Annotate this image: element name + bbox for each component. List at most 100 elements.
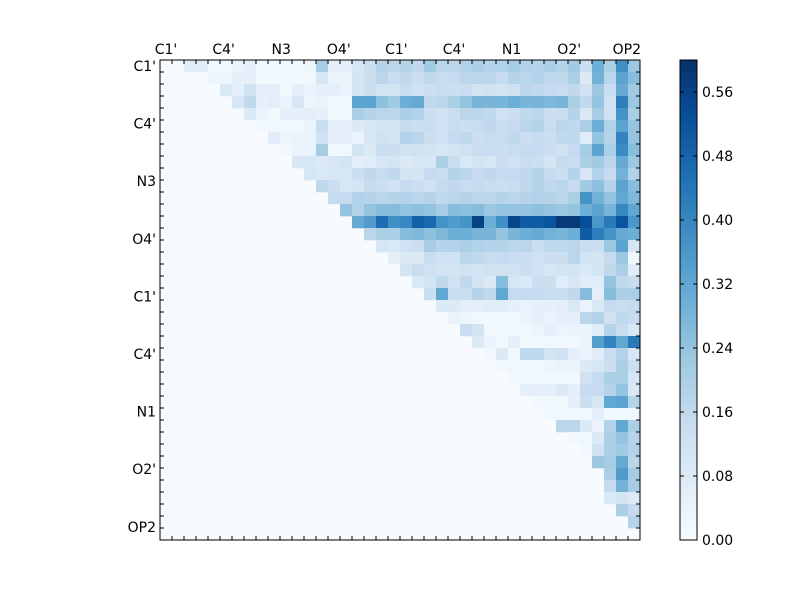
heatmap-cell (532, 96, 545, 109)
heatmap-cell (616, 264, 629, 277)
heatmap-cell (544, 276, 557, 289)
heatmap-cell (388, 120, 401, 133)
heatmap-cell (388, 240, 401, 253)
heatmap-cell (508, 372, 521, 385)
heatmap-cell (604, 492, 617, 505)
heatmap-cell (556, 168, 569, 181)
heatmap-cell (496, 264, 509, 277)
heatmap-cell (448, 60, 461, 73)
heatmap-cell (388, 132, 401, 145)
heatmap-cell (304, 96, 317, 109)
heatmap-cell (496, 348, 509, 361)
colorbar-tick-label: 0.08 (702, 469, 733, 485)
heatmap-cell (604, 384, 617, 397)
heatmap-cell (556, 108, 569, 121)
heatmap-cell (316, 144, 329, 157)
heatmap-cell (628, 348, 641, 361)
heatmap-cell (400, 264, 413, 277)
heatmap-cell (304, 168, 317, 181)
heatmap-cell (472, 276, 485, 289)
heatmap-cell (520, 96, 533, 109)
heatmap-cell (328, 96, 341, 109)
heatmap-cell (484, 168, 497, 181)
heatmap-cell (616, 204, 629, 217)
heatmap-cell (556, 312, 569, 325)
heatmap-cell (616, 192, 629, 205)
heatmap-cell (304, 60, 317, 73)
heatmap-cell (460, 264, 473, 277)
heatmap-cell (220, 72, 233, 85)
heatmap-cell (556, 396, 569, 409)
heatmap-cell (376, 108, 389, 121)
heatmap-cell (412, 192, 425, 205)
heatmap-cell (628, 168, 641, 181)
heatmap-cell (580, 336, 593, 349)
heatmap-cell (484, 228, 497, 241)
heatmap-cell (256, 96, 269, 109)
heatmap-cell (508, 156, 521, 169)
heatmap-cell (592, 204, 605, 217)
heatmap-cell (568, 240, 581, 253)
heatmap-cell (592, 84, 605, 97)
heatmap-cell (376, 120, 389, 133)
heatmap-cell (484, 72, 497, 85)
heatmap-cell (364, 192, 377, 205)
heatmap-cell (232, 60, 245, 73)
heatmap-cell (604, 468, 617, 481)
heatmap-cell (520, 204, 533, 217)
colorbar (680, 60, 697, 540)
heatmap-cell (340, 144, 353, 157)
heatmap-cell (568, 324, 581, 337)
heatmap-cell (556, 408, 569, 421)
heatmap-cell (328, 60, 341, 73)
heatmap-cell (556, 324, 569, 337)
heatmap-cell (520, 300, 533, 313)
heatmap-cell (592, 240, 605, 253)
heatmap-cell (352, 192, 365, 205)
heatmap-cell (232, 84, 245, 97)
heatmap-cell (520, 72, 533, 85)
heatmap-cell (496, 96, 509, 109)
heatmap-cell (292, 72, 305, 85)
heatmap-cell (508, 348, 521, 361)
heatmap-cell (244, 72, 257, 85)
y-tick-label: OP2 (128, 520, 156, 536)
heatmap-cell (412, 84, 425, 97)
heatmap-cell (496, 252, 509, 265)
x-tick-label: C1' (155, 42, 178, 58)
heatmap-cell (460, 228, 473, 241)
heatmap-cell (496, 180, 509, 193)
heatmap-cell (292, 120, 305, 133)
heatmap-cell (520, 372, 533, 385)
heatmap-cell (544, 228, 557, 241)
heatmap-cell (592, 396, 605, 409)
heatmap-cell (268, 84, 281, 97)
heatmap-cell (316, 120, 329, 133)
heatmap-cell (376, 144, 389, 157)
heatmap-cell (424, 108, 437, 121)
heatmap-cell (532, 72, 545, 85)
heatmap-cell (628, 360, 641, 373)
heatmap-cell (340, 84, 353, 97)
heatmap-cell (364, 204, 377, 217)
heatmap-cell (436, 288, 449, 301)
heatmap-cell (376, 204, 389, 217)
heatmap-cell (412, 168, 425, 181)
heatmap-cell (196, 60, 209, 73)
heatmap-cell (544, 336, 557, 349)
heatmap-cell (484, 60, 497, 73)
heatmap-cell (352, 132, 365, 145)
heatmap-cell (436, 96, 449, 109)
heatmap-cell (592, 300, 605, 313)
heatmap-cell (568, 420, 581, 433)
heatmap-cell (244, 84, 257, 97)
heatmap-cell (628, 408, 641, 421)
heatmap-cell (460, 96, 473, 109)
heatmap-cell (532, 192, 545, 205)
heatmap-cell (604, 444, 617, 457)
heatmap-cell (556, 228, 569, 241)
heatmap-cell (520, 288, 533, 301)
heatmap-cell (568, 372, 581, 385)
heatmap-cell (544, 156, 557, 169)
heatmap-cell (520, 264, 533, 277)
